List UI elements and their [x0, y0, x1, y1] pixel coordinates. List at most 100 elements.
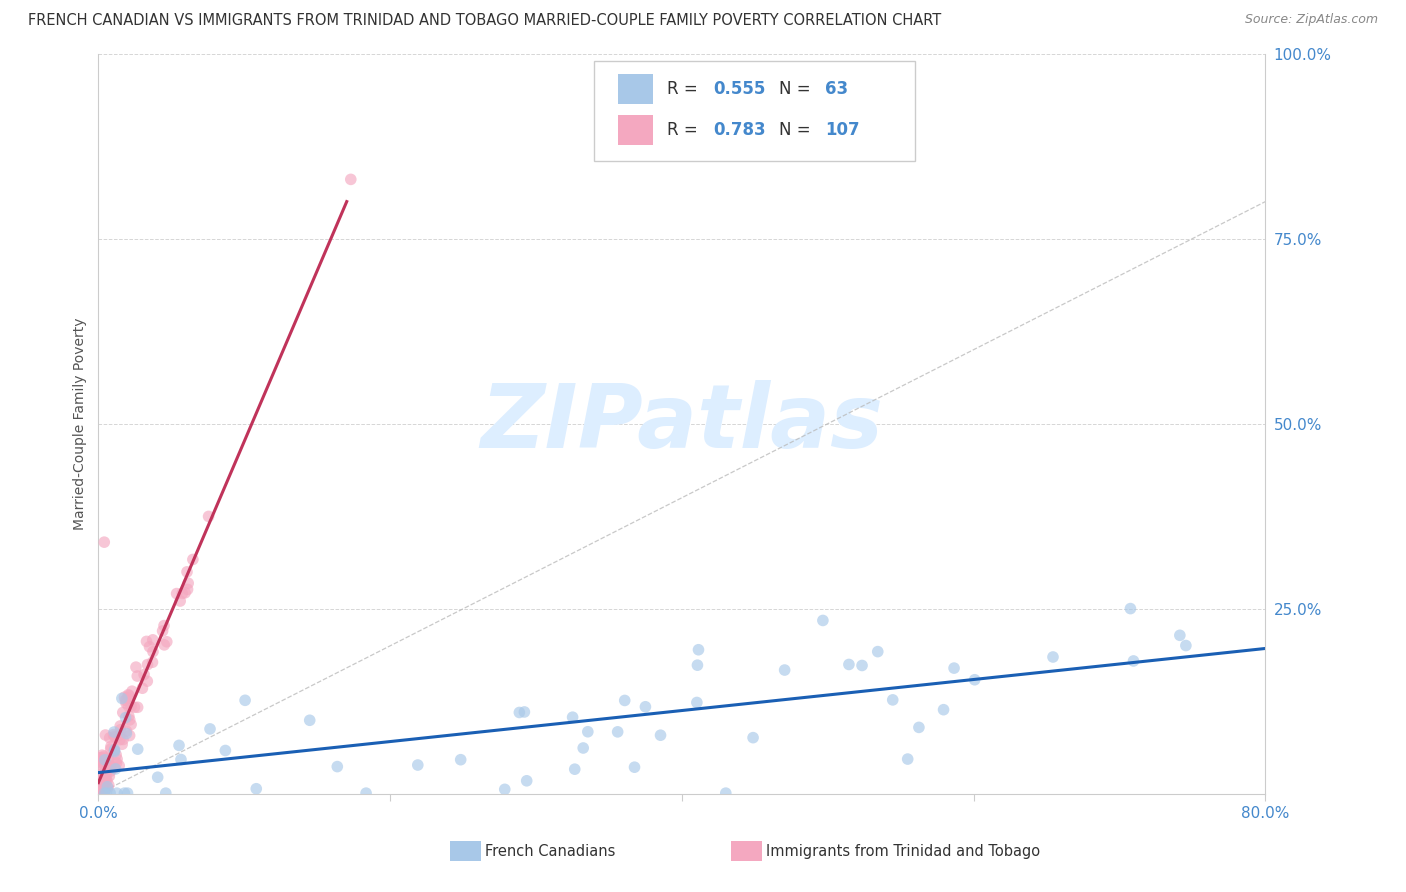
- Point: [197, 509, 219, 524]
- Point: [214, 743, 236, 757]
- Point: [115, 726, 138, 740]
- Point: [155, 786, 177, 800]
- Point: [93, 749, 115, 764]
- Point: [156, 634, 179, 648]
- Point: [112, 732, 135, 747]
- Point: [115, 724, 138, 739]
- Point: [104, 762, 127, 776]
- Point: [94, 767, 117, 781]
- Point: [142, 632, 165, 647]
- Point: [96, 780, 118, 794]
- Point: [91, 758, 114, 772]
- Point: [613, 693, 636, 707]
- Text: R =: R =: [666, 80, 703, 98]
- Point: [142, 645, 165, 659]
- Point: [91, 773, 114, 788]
- Point: [108, 758, 131, 772]
- Point: [174, 586, 197, 600]
- Point: [450, 753, 472, 767]
- Point: [114, 786, 136, 800]
- Point: [564, 762, 586, 776]
- Point: [90, 750, 112, 764]
- Point: [121, 684, 143, 698]
- Point: [94, 780, 117, 794]
- Text: N =: N =: [779, 121, 810, 139]
- Point: [98, 786, 121, 800]
- Point: [89, 772, 111, 786]
- Point: [118, 713, 141, 727]
- Point: [166, 586, 188, 600]
- Point: [111, 691, 134, 706]
- Point: [170, 752, 193, 766]
- Point: [1174, 639, 1197, 653]
- Point: [117, 786, 139, 800]
- Point: [93, 535, 115, 549]
- FancyBboxPatch shape: [617, 74, 652, 104]
- Point: [93, 772, 115, 786]
- Point: [742, 731, 765, 745]
- Point: [115, 696, 138, 710]
- Point: [176, 565, 198, 579]
- Point: [103, 728, 125, 742]
- Point: [94, 766, 117, 780]
- Point: [1168, 628, 1191, 642]
- Point: [94, 781, 117, 796]
- Point: [245, 781, 267, 796]
- Point: [103, 725, 125, 739]
- Point: [135, 634, 157, 648]
- Point: [96, 756, 118, 771]
- Point: [127, 669, 149, 683]
- Point: [108, 728, 131, 742]
- Point: [516, 773, 538, 788]
- Text: 0.555: 0.555: [713, 80, 766, 98]
- Point: [91, 787, 114, 801]
- Point: [103, 743, 125, 757]
- Point: [98, 731, 121, 745]
- Point: [866, 645, 889, 659]
- Point: [94, 753, 117, 767]
- Point: [124, 700, 146, 714]
- Point: [634, 699, 657, 714]
- Point: [298, 713, 321, 727]
- Text: N =: N =: [779, 80, 810, 98]
- Point: [89, 774, 111, 789]
- Point: [114, 710, 136, 724]
- Point: [114, 690, 136, 705]
- Text: 107: 107: [825, 121, 860, 139]
- Point: [98, 758, 121, 772]
- Point: [838, 657, 860, 672]
- Point: [943, 661, 966, 675]
- Point: [153, 638, 176, 652]
- Point: [686, 696, 709, 710]
- Point: [146, 770, 169, 784]
- Point: [97, 778, 120, 792]
- Point: [103, 730, 125, 744]
- Point: [136, 657, 159, 672]
- Point: [104, 731, 127, 745]
- Text: Immigrants from Trinidad and Tobago: Immigrants from Trinidad and Tobago: [766, 845, 1040, 859]
- Point: [98, 764, 121, 779]
- Point: [1122, 654, 1144, 668]
- Point: [89, 776, 111, 790]
- Point: [117, 688, 139, 702]
- Point: [576, 724, 599, 739]
- Point: [897, 752, 920, 766]
- Point: [118, 709, 141, 723]
- Point: [105, 752, 128, 766]
- Point: [152, 624, 174, 638]
- Point: [89, 751, 111, 765]
- Point: [354, 786, 377, 800]
- Point: [1119, 601, 1142, 615]
- Point: [623, 760, 645, 774]
- Point: [572, 741, 595, 756]
- Y-axis label: Married-Couple Family Poverty: Married-Couple Family Poverty: [73, 318, 87, 530]
- Text: ZIPatlas: ZIPatlas: [481, 380, 883, 467]
- Point: [606, 724, 628, 739]
- Point: [93, 787, 115, 801]
- Point: [101, 762, 124, 776]
- Point: [96, 786, 118, 800]
- Point: [120, 717, 142, 731]
- Point: [198, 722, 221, 736]
- Point: [118, 689, 141, 703]
- Point: [96, 760, 118, 774]
